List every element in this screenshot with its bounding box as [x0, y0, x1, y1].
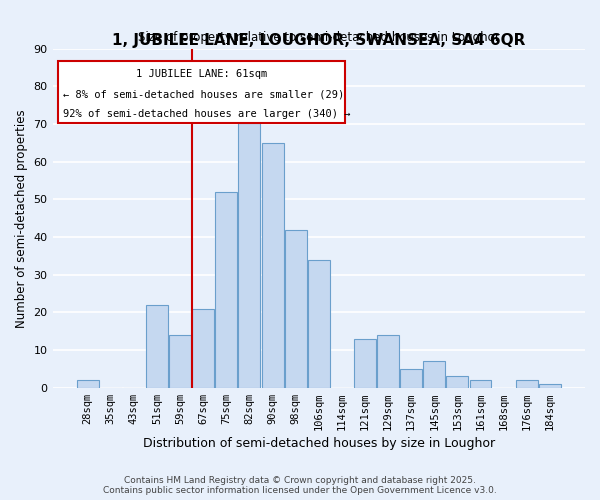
Bar [77, 380, 98, 388]
Text: Contains HM Land Registry data © Crown copyright and database right 2025.
Contai: Contains HM Land Registry data © Crown c… [103, 476, 497, 495]
Text: 92% of semi-detached houses are larger (340) →: 92% of semi-detached houses are larger (… [63, 109, 350, 119]
Bar [192, 308, 214, 388]
Text: ← 8% of semi-detached houses are smaller (29): ← 8% of semi-detached houses are smaller… [63, 90, 344, 100]
Bar [424, 362, 445, 388]
X-axis label: Distribution of semi-detached houses by size in Loughor: Distribution of semi-detached houses by … [143, 437, 495, 450]
Bar [215, 192, 238, 388]
Bar [446, 376, 469, 388]
FancyBboxPatch shape [58, 60, 346, 124]
Bar [308, 260, 330, 388]
Bar [238, 106, 260, 388]
Bar [146, 305, 168, 388]
Bar [262, 143, 284, 388]
Y-axis label: Number of semi-detached properties: Number of semi-detached properties [15, 109, 28, 328]
Bar [284, 230, 307, 388]
Title: 1, JUBILEE LANE, LOUGHOR, SWANSEA, SA4 6QR: 1, JUBILEE LANE, LOUGHOR, SWANSEA, SA4 6… [112, 32, 526, 48]
Bar [377, 335, 399, 388]
Bar [470, 380, 491, 388]
Bar [400, 369, 422, 388]
Text: Size of property relative to semi-detached houses in Loughor: Size of property relative to semi-detach… [138, 30, 500, 44]
Bar [169, 335, 191, 388]
Text: 1 JUBILEE LANE: 61sqm: 1 JUBILEE LANE: 61sqm [136, 70, 267, 80]
Bar [354, 338, 376, 388]
Bar [516, 380, 538, 388]
Bar [539, 384, 561, 388]
